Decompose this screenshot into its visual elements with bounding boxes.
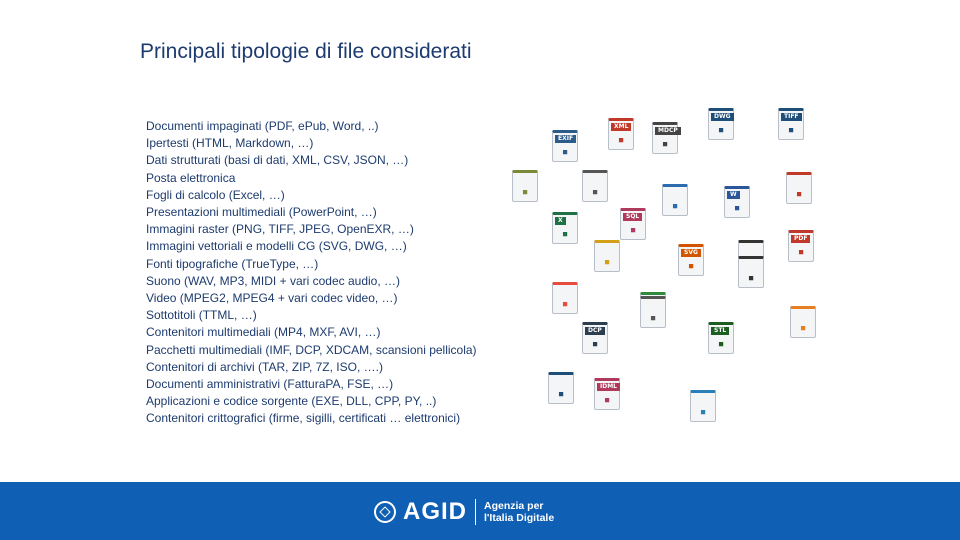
tiff-icon: TIFF ▪ [778,108,804,140]
list-item: Pacchetti multimediali (IMF, DCP, XDCAM,… [146,342,477,357]
word-icon: W ▪ [724,186,750,218]
pdf-icon: PDF ▪ [788,230,814,262]
dwg-icon-glyph: ▪ [717,123,725,136]
xml-icon: XML ▪ [608,118,634,150]
list-item: Suono (WAV, MP3, MIDI + vari codec audio… [146,273,400,288]
svg-icon: SVG ▪ [678,244,704,276]
word-icon-label: W [727,191,740,199]
logo-divider [475,499,476,525]
list-item: Immagini raster (PNG, TIFF, JPEG, OpenEX… [146,222,414,237]
file-type-list: Documenti impaginati (PDF, ePub, Word, .… [146,118,477,428]
epub-icon: ▪ [512,170,538,202]
list-item: Contenitori crittografici (firme, sigill… [146,411,461,426]
svg-icon-label: SVG [681,249,701,257]
dcp-icon-glyph: ▪ [591,337,599,350]
image-icon: ▪ [552,282,578,314]
list-item: Fonti tipografiche (TrueType, …) [146,256,319,271]
agid-subtitle-line-1: Agenzia per [484,500,544,512]
mdcp-icon-label: MDCP [655,127,681,135]
certificate-icon-glyph: ▪ [699,405,707,418]
republic-emblem-icon [374,501,396,523]
disc-icon: ▪ [738,256,764,288]
scanner-icon-glyph: ▪ [671,199,679,212]
word-icon-glyph: ▪ [733,201,741,214]
pdf-icon-glyph: ▪ [797,245,805,258]
excel-icon: X ▪ [552,212,578,244]
zip-icon: ▪ [594,240,620,272]
list-item: Applicazioni e codice sorgente (EXE, DLL… [146,394,437,409]
xml-icon-label: XML [611,123,632,131]
agid-brand: AGID [403,498,467,525]
list-item: Presentazioni multimediali (PowerPoint, … [146,205,377,220]
sql-icon-label: SQL [623,213,643,221]
stl-icon: STL ▪ [708,322,734,354]
stl-icon-label: STL [711,327,730,335]
list-item: Documenti amministrativi (FatturaPA, FSE… [146,377,394,392]
presentation-icon: ▪ [790,306,816,338]
list-item: Posta elettronica [146,170,236,185]
file-icon-cloud: EXIF ▪ XML ▪ MDCP ▪ DWG ▪ TIFF ▪ ▪ ▪ ▪ W ▪ ▪ X ▪ SQL ▪ ▪ SVG ▪… [490,100,820,440]
mdcp-icon-glyph: ▪ [661,137,669,150]
json-icon-glyph: ▪ [591,185,599,198]
epub-icon-glyph: ▪ [521,185,529,198]
idml-icon-label: IDML [597,383,621,391]
exif-icon-label: EXIF [555,135,577,143]
idml-icon: IDML ▪ [594,378,621,410]
json-icon: ▪ [582,170,608,202]
list-item: Documenti impaginati (PDF, ePub, Word, .… [146,119,379,133]
excel-icon-label: X [555,217,566,225]
dcp-icon-label: DCP [585,327,605,335]
excel-icon-glyph: ▪ [561,227,569,240]
sql-icon: SQL ▪ [620,208,646,240]
dwg-icon: DWG ▪ [708,108,734,140]
dpx-icon-glyph: ▪ [649,311,657,324]
list-item: Contenitori di archivi (TAR, ZIP, 7Z, IS… [146,359,383,374]
audio-wave-icon: ▪ [786,172,812,204]
page-title: Principali tipologie di file considerati [140,40,472,63]
disc-icon-glyph: ▪ [747,271,755,284]
agid-subtitle-line-2: l'Italia Digitale [484,512,555,524]
list-item: Contenitori multimediali (MP4, MXF, AVI,… [146,325,381,340]
pdf-icon-label: PDF [791,235,811,243]
exif-icon: EXIF ▪ [552,130,578,162]
idml-icon-glyph: ▪ [603,393,611,406]
xml-icon-glyph: ▪ [617,133,625,146]
tiff-icon-glyph: ▪ [787,123,795,136]
dwg-icon-label: DWG [711,113,734,121]
agid-subtitle: Agenzia per l'Italia Digitale [484,500,554,524]
list-item: Video (MPEG2, MPEG4 + vari codec video, … [146,291,398,306]
mdcp-icon: MDCP ▪ [652,122,681,154]
svg-icon-glyph: ▪ [687,259,695,272]
scanner-icon: ▪ [662,184,688,216]
audio-wave-icon-glyph: ▪ [795,187,803,200]
font-icon-glyph: ▪ [557,387,565,400]
dcp-icon: DCP ▪ [582,322,608,354]
tiff-icon-label: TIFF [781,113,802,121]
list-item: Fogli di calcolo (Excel, …) [146,187,285,202]
dpx-icon: ▪ [640,296,666,328]
list-item: Immagini vettoriali e modelli CG (SVG, D… [146,239,407,254]
exif-icon-glyph: ▪ [561,145,569,158]
image-icon-glyph: ▪ [561,297,569,310]
zip-icon-glyph: ▪ [603,255,611,268]
sql-icon-glyph: ▪ [629,223,637,236]
list-item: Dati strutturati (basi di dati, XML, CSV… [146,153,409,168]
certificate-icon: ▪ [690,390,716,422]
agid-logo: AGID Agenzia per l'Italia Digitale [374,497,554,527]
presentation-icon-glyph: ▪ [799,321,807,334]
font-icon: ▪ [548,372,574,404]
list-item: Sottotitoli (TTML, …) [146,308,257,323]
list-item: Ipertesti (HTML, Markdown, …) [146,136,314,151]
stl-icon-glyph: ▪ [717,337,725,350]
footer-bar: AGID Agenzia per l'Italia Digitale [0,482,960,540]
